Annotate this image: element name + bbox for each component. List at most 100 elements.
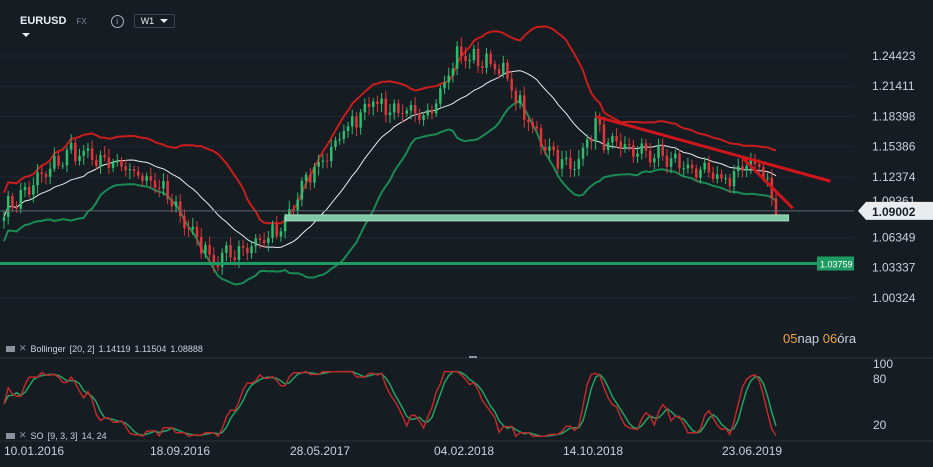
timeframe-button[interactable]: W1: [133, 14, 176, 28]
stochastic-name: SO: [30, 430, 44, 441]
candle-body: [506, 62, 509, 79]
candle-body: [376, 101, 379, 104]
bollinger-legend[interactable]: ✕ Bollinger [20, 2] 1.14119 1.11504 1.08…: [6, 343, 203, 354]
candle-body: [418, 113, 421, 120]
support-zone-rect: [284, 214, 790, 222]
candle-body: [422, 115, 425, 120]
candle-body: [317, 161, 320, 167]
candle-body: [90, 148, 94, 160]
candle-body: [199, 237, 203, 254]
candle-body: [53, 155, 56, 169]
candle-body: [11, 196, 14, 208]
candle-body: [401, 113, 404, 115]
candle-body: [313, 166, 316, 183]
candle-body: [560, 159, 564, 169]
candle-body: [523, 95, 526, 120]
price-tick-label: 1.21411: [872, 79, 915, 93]
close-icon[interactable]: ✕: [19, 430, 27, 440]
candle-body: [388, 112, 392, 116]
candle-body: [279, 231, 283, 237]
candle-body: [657, 145, 660, 159]
stochastic-scale-label: 20: [873, 418, 887, 432]
price-axis-bg: [854, 0, 933, 362]
candle-body: [774, 198, 778, 217]
close-icon[interactable]: ✕: [19, 343, 27, 353]
instrument-type: FX: [76, 16, 87, 26]
candle-body: [166, 181, 169, 200]
countdown-hours: 06: [822, 331, 838, 346]
candle-body: [485, 53, 488, 68]
stochastic-legend[interactable]: ✕ SO [9, 3, 3] 14, 24: [6, 430, 107, 441]
candle-body: [145, 176, 148, 181]
candle-body: [174, 201, 178, 207]
panel-resize-handle: [469, 356, 477, 358]
candle-body: [132, 169, 136, 172]
candle-body: [611, 136, 614, 143]
candle-body: [65, 149, 69, 166]
candle-body: [225, 245, 228, 253]
price-tick-label: 1.15386: [872, 140, 916, 154]
symbol-menu-caret-icon[interactable]: [22, 33, 30, 37]
candle-body: [753, 160, 757, 165]
candle-body: [648, 150, 652, 163]
candle-body: [543, 146, 547, 151]
price-tick-label: 1.18398: [872, 110, 916, 124]
candle-body: [548, 146, 551, 151]
candle-body: [732, 171, 736, 187]
candle-body: [237, 246, 241, 260]
candle-body: [455, 46, 459, 69]
candle-body: [564, 157, 568, 160]
candle-body: [74, 142, 77, 162]
candle-body: [581, 147, 585, 159]
time-tick-label: 23.06.2019: [722, 444, 782, 458]
candle-body: [267, 238, 270, 244]
price-tick-label: 1.06349: [872, 230, 916, 244]
candle-body: [686, 164, 690, 169]
candle-body: [204, 245, 207, 254]
chart-drawings[interactable]: 1.03759: [0, 115, 858, 271]
candle-body: [531, 122, 534, 127]
stochastic-levels: 14, 24: [81, 430, 107, 441]
bollinger-upper: 1.14119: [98, 343, 131, 354]
candle-body: [254, 238, 257, 247]
candle-body: [573, 168, 576, 170]
candle-body: [229, 245, 232, 258]
countdown-hours-unit: óra: [837, 331, 857, 346]
stochastic-d-line: [3, 370, 777, 437]
chart-header: EURUSD FX i W1: [20, 14, 176, 28]
candle-body: [116, 160, 119, 163]
candle-body: [220, 252, 224, 267]
candle-body: [216, 263, 220, 267]
candle-body: [334, 140, 337, 147]
candle-body: [636, 153, 639, 157]
visibility-icon[interactable]: [6, 432, 15, 439]
candle-body: [514, 90, 518, 104]
candle-body: [124, 166, 127, 171]
candle-body: [443, 82, 446, 89]
candle-body: [262, 240, 266, 244]
candle-body: [678, 153, 681, 169]
candle-body: [271, 224, 274, 239]
time-tick-label: 04.02.2018: [434, 444, 494, 458]
candle-body: [23, 186, 27, 191]
candle-body: [149, 176, 153, 181]
candle-body: [36, 172, 39, 186]
candle-body: [338, 139, 341, 141]
bar-countdown: 05nap 06óra: [783, 331, 856, 346]
support-price-tag: [817, 256, 854, 271]
info-icon[interactable]: i: [110, 14, 124, 28]
candle-body: [699, 169, 702, 178]
candle-body: [556, 149, 560, 169]
candle-body: [451, 68, 455, 76]
candle-body: [766, 177, 769, 179]
visibility-icon[interactable]: [6, 345, 15, 352]
candle-body: [615, 136, 618, 142]
candle-body: [300, 181, 304, 200]
candle-body: [187, 228, 190, 230]
symbol-label[interactable]: EURUSD: [20, 15, 67, 27]
candle-body: [518, 95, 522, 104]
candle-body: [283, 216, 287, 232]
candle-body: [447, 75, 450, 83]
candle-body: [212, 254, 216, 264]
